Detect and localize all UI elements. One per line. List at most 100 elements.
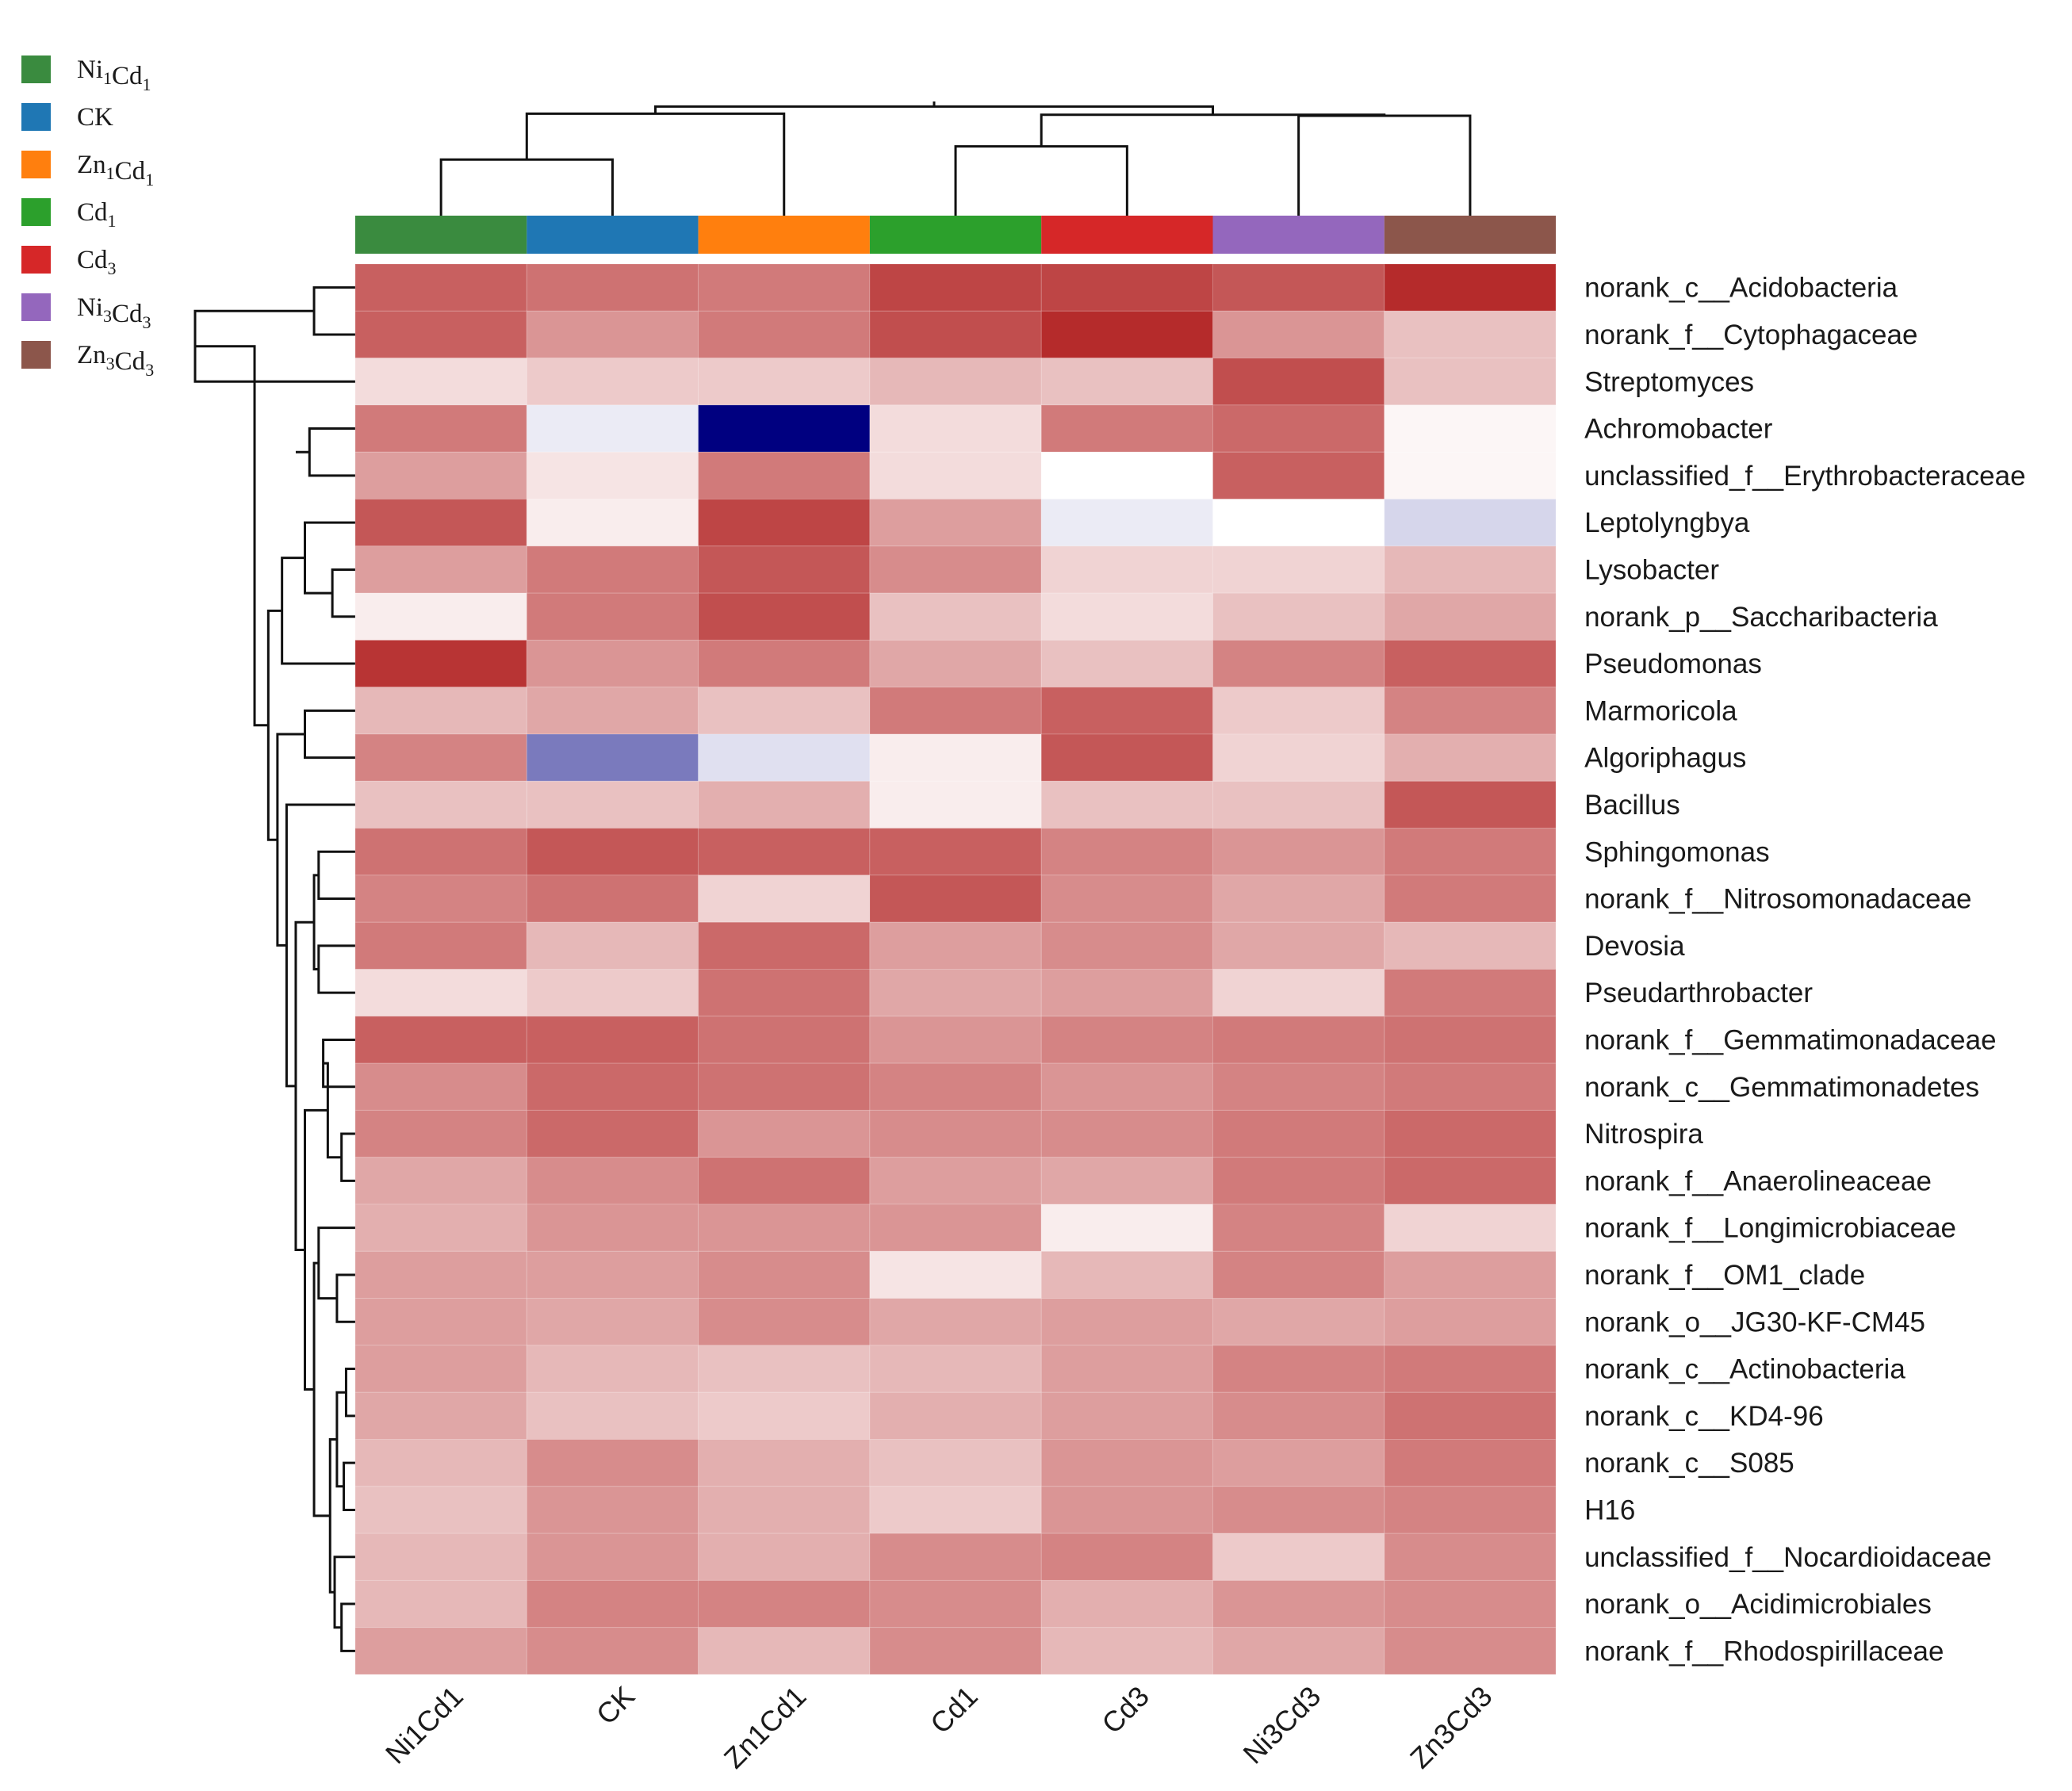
heatmap-cell-streptomyces-ck bbox=[526, 358, 699, 406]
heatmap-cell-achromobacter-ni1cd1 bbox=[354, 404, 527, 453]
heatmap-cell-algoriphagus-zn3cd3 bbox=[1384, 733, 1557, 782]
heatmap-cell-unclassified-f-erythrobacteraceae-zn3cd3 bbox=[1384, 451, 1557, 500]
heatmap-cell-norank-f-cytophagaceae-zn3cd3 bbox=[1384, 310, 1557, 359]
heatmap-cell-norank-f-om1-clade-ni1cd1 bbox=[354, 1250, 527, 1299]
heatmap-cells bbox=[354, 263, 1557, 1675]
heatmap-cell-norank-c-gemmatimonadetes-ni1cd1 bbox=[354, 1062, 527, 1111]
heatmap-cell-norank-c-actinobacteria-zn3cd3 bbox=[1384, 1345, 1557, 1393]
heatmap-cell-unclassified-f-nocardioidaceae-ni3cd3 bbox=[1212, 1533, 1385, 1581]
heatmap-cell-norank-o-acidimicrobiales-cd3 bbox=[1040, 1579, 1213, 1628]
row-label-norank-o-jg30-kf-cm45: norank_o__JG30-KF-CM45 bbox=[1584, 1307, 1925, 1338]
heatmap-cell-bacillus-ni3cd3 bbox=[1212, 780, 1385, 829]
heatmap-cell-pseudarthrobacter-zn1cd1 bbox=[698, 969, 871, 1017]
heatmap-cell-achromobacter-zn1cd1 bbox=[698, 404, 871, 453]
heatmap-cell-lysobacter-ni1cd1 bbox=[354, 545, 527, 594]
row-dendrogram-link-29 bbox=[195, 345, 269, 727]
legend-label-1: Ni1Cd1 bbox=[77, 55, 151, 94]
heatmap-cell-norank-o-jg30-kf-cm45-cd3 bbox=[1040, 1298, 1213, 1346]
heatmap-cell-unclassified-f-nocardioidaceae-ni1cd1 bbox=[354, 1533, 527, 1581]
heatmap-cell-achromobacter-zn3cd3 bbox=[1384, 404, 1557, 453]
heatmap-cell-unclassified-f-nocardioidaceae-zn3cd3 bbox=[1384, 1533, 1557, 1581]
heatmap-cell-norank-f-cytophagaceae-ni1cd1 bbox=[354, 310, 527, 359]
heatmap-cell-algoriphagus-ni3cd3 bbox=[1212, 733, 1385, 782]
heatmap-cell-norank-f-gemmatimonadaceae-cd3 bbox=[1040, 1016, 1213, 1064]
row-label-norank-f-gemmatimonadaceae: norank_f__Gemmatimonadaceae bbox=[1584, 1024, 1996, 1055]
heatmap-cell-algoriphagus-ni1cd1 bbox=[354, 733, 527, 782]
row-dendrogram-link-17 bbox=[344, 1368, 355, 1418]
heatmap-cell-marmoricola-cd1 bbox=[869, 687, 1042, 735]
heatmap-cell-bacillus-zn3cd3 bbox=[1384, 780, 1557, 829]
row-dendrogram bbox=[193, 286, 355, 1652]
heatmap-cell-streptomyces-ni3cd3 bbox=[1212, 358, 1385, 406]
heatmap-cell-lysobacter-ck bbox=[526, 545, 699, 594]
heatmap-cell-devosia-ck bbox=[526, 921, 699, 970]
column-color-zn3cd3 bbox=[1384, 216, 1557, 254]
row-dendrogram-link-28 bbox=[266, 609, 282, 841]
heatmap-cell-norank-f-anaerolineaceae-zn3cd3 bbox=[1384, 1157, 1557, 1205]
heatmap-cell-norank-f-om1-clade-zn1cd1 bbox=[698, 1250, 871, 1299]
heatmap-cell-norank-f-cytophagaceae-zn1cd1 bbox=[698, 310, 871, 359]
row-labels: norank_c__Acidobacteria norank_f__Cytopha… bbox=[1584, 273, 2025, 1667]
column-color-ni3cd3 bbox=[1212, 216, 1385, 254]
row-label-pseudomonas: Pseudomonas bbox=[1584, 649, 1762, 679]
heatmap-cell-sphingomonas-cd1 bbox=[869, 828, 1042, 876]
heatmap-cell-streptomyces-cd1 bbox=[869, 358, 1042, 406]
heatmap-cell-norank-f-longimicrobiaceae-zn3cd3 bbox=[1384, 1204, 1557, 1252]
column-label-ni3cd3: Ni3Cd3 bbox=[1236, 1680, 1327, 1770]
heatmap-cell-norank-p-saccharibacteria-zn1cd1 bbox=[698, 592, 871, 641]
column-dendrogram-link-3 bbox=[954, 145, 1128, 216]
column-color-ck bbox=[527, 216, 699, 254]
heatmap-cell-norank-f-cytophagaceae-ni3cd3 bbox=[1212, 310, 1385, 359]
heatmap-cell-norank-p-saccharibacteria-cd1 bbox=[869, 592, 1042, 641]
row-label-norank-f-rhodospirillaceae: norank_f__Rhodospirillaceae bbox=[1584, 1636, 1944, 1667]
row-label-devosia: Devosia bbox=[1584, 931, 1685, 962]
heatmap-cell-norank-f-anaerolineaceae-zn1cd1 bbox=[698, 1157, 871, 1205]
heatmap-cell-norank-c-gemmatimonadetes-cd1 bbox=[869, 1062, 1042, 1111]
heatmap-cell-sphingomonas-ni1cd1 bbox=[354, 828, 527, 876]
heatmap-cell-sphingomonas-cd3 bbox=[1040, 828, 1213, 876]
heatmap-cell-norank-p-saccharibacteria-ni1cd1 bbox=[354, 592, 527, 641]
heatmap-cell-pseudarthrobacter-ni1cd1 bbox=[354, 969, 527, 1017]
heatmap-cell-norank-c-actinobacteria-cd1 bbox=[869, 1345, 1042, 1393]
heatmap-cell-leptolyngbya-zn1cd1 bbox=[698, 499, 871, 547]
row-dendrogram-link-5 bbox=[331, 568, 355, 618]
row-label-norank-p-saccharibacteria: norank_p__Saccharibacteria bbox=[1584, 602, 1938, 633]
legend-label-6: Ni3Cd3 bbox=[77, 293, 151, 332]
heatmap-cell-norank-f-gemmatimonadaceae-zn1cd1 bbox=[698, 1016, 871, 1064]
heatmap-cell-devosia-cd1 bbox=[869, 921, 1042, 970]
heatmap-cell-norank-c-gemmatimonadetes-ck bbox=[526, 1062, 699, 1111]
heatmap-cell-nitrospira-ck bbox=[526, 1109, 699, 1158]
heatmap-cell-unclassified-f-erythrobacteraceae-cd3 bbox=[1040, 451, 1213, 500]
row-dendrogram-link-3 bbox=[308, 427, 355, 477]
heatmap-cell-norank-f-om1-clade-cd3 bbox=[1040, 1250, 1213, 1299]
column-dendrogram bbox=[439, 101, 1472, 216]
heatmap-cell-sphingomonas-zn1cd1 bbox=[698, 828, 871, 876]
heatmap-cell-leptolyngbya-cd1 bbox=[869, 499, 1042, 547]
heatmap-cell-achromobacter-ck bbox=[526, 404, 699, 453]
column-dendrogram-link-5 bbox=[1040, 113, 1386, 147]
heatmap-cell-leptolyngbya-ni1cd1 bbox=[354, 499, 527, 547]
row-dendrogram-link-6 bbox=[304, 521, 355, 595]
row-label-norank-f-om1-clade: norank_f__OM1_clade bbox=[1584, 1260, 1865, 1291]
row-label-norank-c-actinobacteria: norank_c__Actinobacteria bbox=[1584, 1354, 1905, 1385]
heatmap-cell-leptolyngbya-zn3cd3 bbox=[1384, 499, 1557, 547]
heatmap-cell-norank-f-cytophagaceae-cd1 bbox=[869, 310, 1042, 359]
heatmap-cell-pseudomonas-ck bbox=[526, 639, 699, 688]
heatmap-cell-norank-c-acidobacteria-ni1cd1 bbox=[354, 263, 527, 312]
heatmap-cell-norank-f-longimicrobiaceae-ni1cd1 bbox=[354, 1204, 527, 1252]
heatmap-cell-norank-f-anaerolineaceae-ni1cd1 bbox=[354, 1157, 527, 1205]
heatmap-cell-unclassified-f-erythrobacteraceae-zn1cd1 bbox=[698, 451, 871, 500]
heatmap-cell-bacillus-ni1cd1 bbox=[354, 780, 527, 829]
heatmap-cell-leptolyngbya-ni3cd3 bbox=[1212, 499, 1385, 547]
heatmap-cell-norank-o-jg30-kf-cm45-ni1cd1 bbox=[354, 1298, 527, 1346]
heatmap-cell-norank-o-acidimicrobiales-ni1cd1 bbox=[354, 1579, 527, 1628]
heatmap-cell-norank-c-actinobacteria-ni3cd3 bbox=[1212, 1345, 1385, 1393]
row-label-bacillus: Bacillus bbox=[1584, 790, 1680, 821]
column-color-cd1 bbox=[869, 216, 1042, 254]
heatmap-cell-marmoricola-zn3cd3 bbox=[1384, 687, 1557, 735]
row-label-pseudarthrobacter: Pseudarthrobacter bbox=[1584, 978, 1813, 1008]
row-dendrogram-link-20 bbox=[340, 1602, 355, 1652]
heatmap-cell-bacillus-zn1cd1 bbox=[698, 780, 871, 829]
row-label-lysobacter: Lysobacter bbox=[1584, 554, 1719, 585]
heatmap-cell-norank-c-kd4-96-cd1 bbox=[869, 1391, 1042, 1440]
